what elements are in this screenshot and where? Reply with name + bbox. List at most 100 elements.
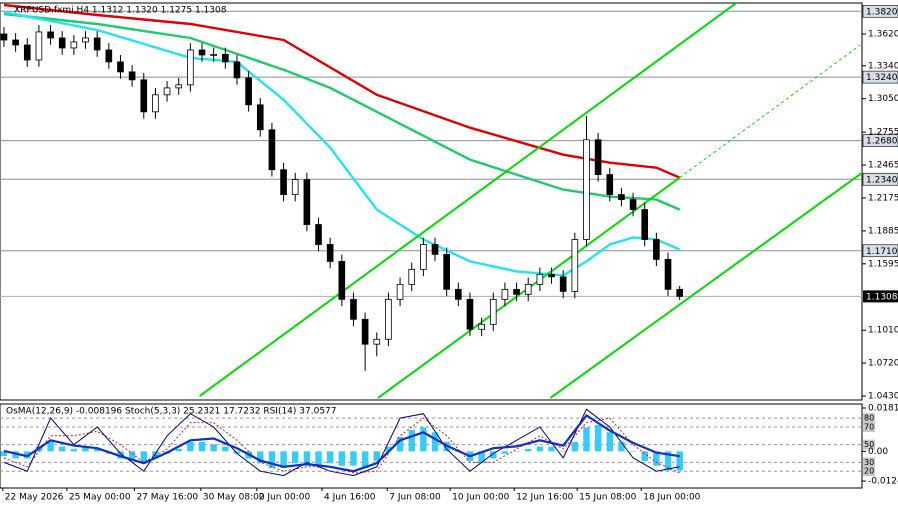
- osma-bar: [47, 441, 54, 452]
- candle-body: [350, 298, 357, 320]
- candle-body: [338, 261, 346, 300]
- osma-bar: [70, 448, 78, 452]
- candle-body: [58, 37, 66, 49]
- candle-body: [455, 288, 462, 300]
- y-tick-label: 1.3340: [868, 61, 898, 71]
- y2-tick-label: 20: [864, 467, 874, 476]
- osma-bar: [303, 451, 311, 466]
- candle-body: [35, 31, 43, 61]
- osma-bar: [350, 451, 357, 466]
- sub-frame: [0, 403, 863, 489]
- candle-body: [664, 258, 672, 290]
- y-tick-label: 1.1010: [868, 326, 898, 336]
- y2-tick-box: [863, 421, 875, 432]
- candle-body: [12, 39, 19, 46]
- x-tick-label: 4 Jun 16:00: [324, 493, 376, 503]
- indicator-line: [3, 408, 680, 477]
- candle-body: [175, 84, 183, 89]
- candle-body: [408, 268, 416, 285]
- y2-tick-box: [863, 466, 875, 477]
- candle-body: [641, 209, 649, 240]
- y-tick-label: 1.2755: [868, 128, 898, 138]
- indicator-title: OsMA(12,26,9) -0.008196 Stoch(5,3,3) 25.…: [6, 407, 337, 417]
- level-box: [862, 70, 898, 84]
- level-label: 1.2340: [866, 175, 898, 185]
- moving-average: [3, 3, 681, 179]
- candle-body: [606, 174, 614, 195]
- candle-body: [443, 253, 450, 290]
- osma-bar: [525, 448, 532, 452]
- y2-tick-label: 50: [864, 440, 874, 449]
- candle-body: [256, 104, 264, 131]
- osma-bar: [292, 451, 299, 464]
- level-label: 1.1710: [866, 247, 898, 257]
- y-tick-label: 1.3050: [868, 94, 898, 104]
- osma-bar: [653, 451, 660, 466]
- osma-bar: [606, 432, 613, 452]
- axes: 1.3620 1.3340 1.3050 1.2755 1.2465 1.2175 1.18…: [2, 4, 898, 503]
- candle-body: [152, 94, 159, 113]
- candle-body: [187, 49, 194, 86]
- candle-body: [268, 129, 276, 171]
- osma-bar: [338, 451, 346, 466]
- indicator-line: [3, 414, 680, 473]
- y2-tick-box: [863, 439, 875, 450]
- candle-body: [420, 244, 427, 270]
- candle-body: [117, 61, 124, 73]
- candle-body: [478, 323, 485, 330]
- x-tick-label: 10 Jun 00:00: [452, 493, 509, 503]
- x-tick-label: 15 Jun 08:00: [579, 493, 636, 503]
- x-tick-label: 2 Jun 00:00: [259, 493, 311, 503]
- osma-bar: [315, 451, 322, 466]
- x-tick-label: 12 Jun 16:00: [516, 493, 573, 503]
- osma-bar: [187, 441, 194, 452]
- y-tick-label: 1.1595: [868, 259, 898, 269]
- candle-body: [70, 41, 78, 49]
- candle-body: [245, 77, 252, 106]
- y2-tick-label: 70: [864, 422, 874, 431]
- candle-body: [373, 338, 381, 345]
- y-tick-label: 1.0720: [868, 359, 898, 369]
- trendline: [199, 3, 738, 397]
- osma-bar: [431, 432, 439, 452]
- x-tick-label: 27 May 16:00: [136, 493, 198, 503]
- y-tick-label: 0.01814: [868, 403, 898, 413]
- candle-body: [489, 298, 497, 325]
- candle-body: [466, 298, 474, 330]
- osma-bar: [198, 441, 206, 452]
- candle-body: [513, 288, 520, 295]
- candle-body: [315, 224, 322, 245]
- candle-body: [233, 61, 241, 79]
- y-tick-label: 1.1885: [868, 226, 898, 236]
- osma-bar: [373, 451, 380, 461]
- osma-bar: [641, 451, 648, 461]
- osma-bar: [152, 451, 159, 459]
- candle-body: [0, 33, 8, 41]
- osma-bar: [59, 446, 66, 452]
- candle-body: [618, 194, 625, 200]
- candle-body: [361, 318, 369, 345]
- osma-bar: [548, 446, 555, 452]
- candle-body: [163, 87, 171, 96]
- osma-bar: [513, 451, 520, 452]
- osma-bar: [117, 451, 124, 459]
- y2-tick-box: [863, 457, 875, 468]
- osma-bar: [676, 451, 683, 471]
- osma-bar: [559, 451, 567, 452]
- candle-body: [501, 288, 509, 300]
- level-label: 1.2680: [866, 137, 898, 147]
- candle-body: [105, 49, 113, 63]
- osma-bar: [361, 451, 369, 469]
- osma-bar: [222, 446, 229, 452]
- candle-body: [326, 244, 334, 262]
- x-tick-label: 18 Jun 00:00: [643, 493, 700, 503]
- x-tick-label: 22 May 2026: [5, 493, 64, 503]
- candle-body: [571, 239, 579, 292]
- candle-body: [291, 179, 299, 195]
- moving-average: [3, 12, 681, 211]
- osma-bar: [280, 451, 287, 469]
- osma-bar: [571, 441, 579, 452]
- osma-bar: [233, 451, 241, 454]
- osma-bar: [420, 427, 427, 452]
- osma-bar: [594, 425, 602, 452]
